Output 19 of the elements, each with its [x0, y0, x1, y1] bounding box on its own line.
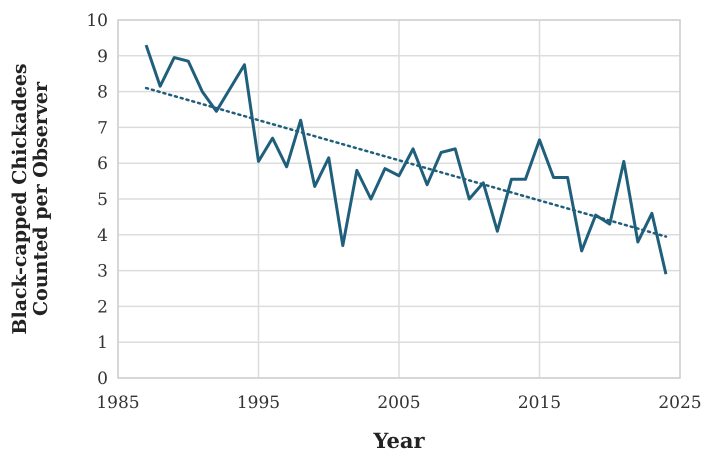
- y-tick-label: 4: [97, 226, 108, 246]
- x-tick-label: 2025: [658, 393, 702, 413]
- y-axis-title: Black-capped Chickadees Counted per Observer: [9, 63, 52, 335]
- y-tick-label: 5: [97, 190, 108, 210]
- y-tick-label: 8: [97, 82, 108, 103]
- y-tick-label: 0: [97, 368, 108, 389]
- y-tick-label: 3: [97, 262, 108, 282]
- x-axis-title: Year: [372, 428, 426, 453]
- line-series: [144, 44, 668, 276]
- x-tick-label: 2015: [518, 393, 562, 413]
- y-tick-label: 2: [97, 297, 108, 318]
- y-tick-label: 6: [97, 154, 108, 174]
- y-tick-label: 7: [97, 118, 108, 138]
- y-tick-label: 9: [97, 46, 108, 67]
- x-tick-label: 1985: [96, 393, 140, 413]
- x-tick-label: 2005: [377, 393, 421, 413]
- y-tick-label: 10: [86, 10, 108, 31]
- x-tick-label: 1995: [236, 393, 280, 413]
- y-tick-label: 1: [97, 333, 108, 354]
